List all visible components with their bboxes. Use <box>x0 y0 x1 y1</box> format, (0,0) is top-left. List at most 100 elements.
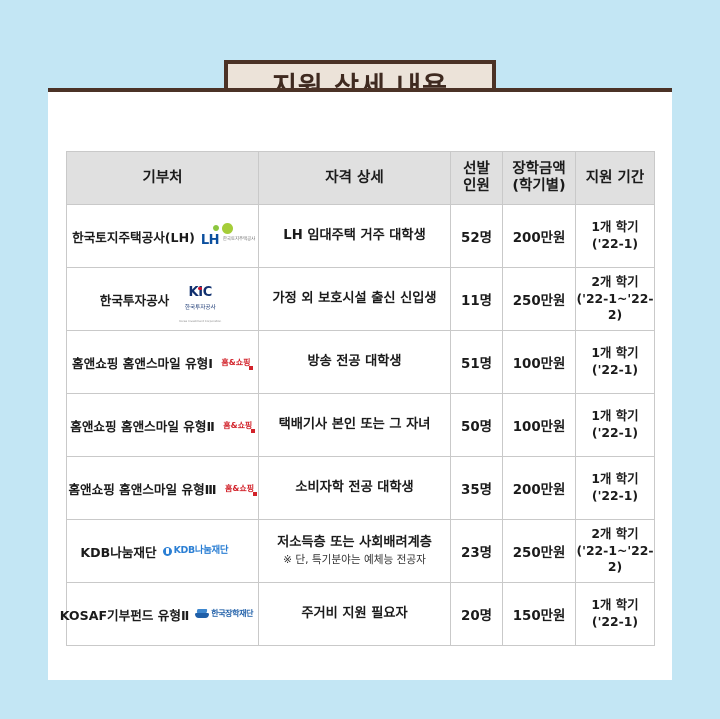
cell-period: 2개 학기 ('22-1~'22-2) <box>575 519 655 583</box>
support-period: 2개 학기 ('22-1~'22-2) <box>576 526 654 576</box>
home-and-shopping-logo-square <box>252 492 257 496</box>
lh-logo-dot-small <box>212 225 219 231</box>
cell-period: 1개 학기 ('22-1) <box>575 456 655 520</box>
lh-logo: LH 한국토지주택공사 <box>200 223 255 249</box>
qualification-note: ※ 단, 특기분야는 예체능 전공자 <box>283 553 426 566</box>
cell-amount: 200만원 <box>502 204 576 268</box>
content-card: 기부처 자격 상세 선발 인원 장학금액 (학기별) 지원 기간 한국토지주택공… <box>48 88 672 680</box>
cell-qualification: 택배기사 본인 또는 그 자녀 <box>258 393 451 457</box>
cell-qualification: 소비자학 전공 대학생 <box>258 456 451 520</box>
support-period: 1개 학기 ('22-1) <box>576 597 654 630</box>
scholarship-amount: 200만원 <box>512 231 566 246</box>
support-period-line2: ('22-1) <box>591 236 639 251</box>
kic-logo: KIC 한국투자공사 Korea Investment Corporation <box>175 285 225 322</box>
kic-logo-subtext-en: Korea Investment Corporation <box>179 319 222 323</box>
column-header-amount-line2: (학기별) <box>512 178 566 194</box>
home-and-shopping-logo: 홈&쇼핑 <box>219 355 253 370</box>
kic-logo-subtext: 한국투자공사 <box>184 305 216 311</box>
support-period-line1: 1개 학기 <box>591 345 639 361</box>
table-row: 홈앤쇼핑 홈앤스마일 유형Ⅰ 홈&쇼핑 방송 전공 대학생 51명 100만원 1개 학기… <box>66 330 655 394</box>
qualification-text: 가정 외 보호시설 출신 신입생 <box>272 290 437 306</box>
qualification-text: 주거비 지원 필요자 <box>301 605 408 621</box>
column-header-count: 선발 인원 <box>450 151 503 205</box>
cell-donor: 홈앤쇼핑 홈앤스마일 유형Ⅱ 홈&쇼핑 <box>66 393 259 457</box>
cell-amount: 250만원 <box>502 519 576 583</box>
kic-logo-dot <box>198 287 202 291</box>
donor-name: KOSAF기부펀드 유형Ⅱ <box>59 607 190 623</box>
column-header-qualification: 자격 상세 <box>258 151 451 205</box>
support-period: 2개 학기 ('22-1~'22-2) <box>576 274 654 324</box>
cell-count: 23명 <box>450 519 503 583</box>
support-period-line1: 1개 학기 <box>591 471 639 487</box>
kosaf-logo: 한국장학재단 <box>195 608 265 620</box>
cell-donor: 홈앤쇼핑 홈앤스마일 유형Ⅲ 홈&쇼핑 <box>66 456 259 520</box>
lh-logo-text: LH <box>200 233 220 248</box>
support-period-line1: 1개 학기 <box>591 219 639 235</box>
cell-donor: 한국토지주택공사(LH) LH 한국토지주택공사 <box>66 204 259 268</box>
table-row: KOSAF기부펀드 유형Ⅱ 한국장학재단 주거비 지원 필요자 20명 150만원 1개 … <box>60 582 655 646</box>
kic-logo-text: KIC <box>188 285 213 300</box>
selection-count: 20명 <box>461 609 492 624</box>
cell-count: 20명 <box>450 582 503 646</box>
support-period: 1개 학기 ('22-1) <box>576 345 654 378</box>
support-period-line1: 1개 학기 <box>591 597 639 613</box>
cell-donor: 한국투자공사 KIC 한국투자공사 Korea Investment Corporat… <box>66 267 259 331</box>
column-header-amount: 장학금액 (학기별) <box>502 151 576 205</box>
support-period: 1개 학기 ('22-1) <box>576 408 654 441</box>
table-row: 홈앤쇼핑 홈앤스마일 유형Ⅱ 홈&쇼핑 택배기사 본인 또는 그 자녀 50명 100만… <box>66 393 655 457</box>
cell-amount: 150만원 <box>502 582 576 646</box>
column-header-amount-line1: 장학금액 <box>512 161 566 178</box>
column-header-donor: 기부처 <box>66 151 259 205</box>
table-body: 한국토지주택공사(LH) LH 한국토지주택공사 LH 임대주택 거주 대학생 52명 2… <box>60 204 655 646</box>
column-header-count-line2: 인원 <box>463 178 490 194</box>
donor-name: 홈앤쇼핑 홈앤스마일 유형Ⅰ <box>72 355 213 371</box>
cell-count: 35명 <box>450 456 503 520</box>
cell-amount: 200만원 <box>502 456 576 520</box>
support-period-line2: ('22-1) <box>591 614 639 629</box>
home-and-shopping-logo-text: 홈&쇼핑 <box>225 484 255 493</box>
selection-count: 35명 <box>461 483 492 498</box>
selection-count: 52명 <box>461 231 492 246</box>
cell-qualification: 가정 외 보호시설 출신 신입생 <box>258 267 451 331</box>
donor-name: 홈앤쇼핑 홈앤스마일 유형Ⅱ <box>70 418 215 434</box>
donor-name: KDB나눔재단 <box>80 544 157 560</box>
table-header-row: 기부처 자격 상세 선발 인원 장학금액 (학기별) 지원 기간 <box>66 151 655 205</box>
selection-count: 50명 <box>461 420 492 435</box>
qualification-text: 택배기사 본인 또는 그 자녀 <box>278 416 431 432</box>
donor-name: 한국투자공사 <box>99 292 170 308</box>
qualification-text: 소비자학 전공 대학생 <box>295 479 414 495</box>
cell-count: 51명 <box>450 330 503 394</box>
selection-count: 51명 <box>461 357 492 372</box>
kdb-logo-mark <box>162 546 172 556</box>
cell-qualification: 저소득층 또는 사회배려계층 ※ 단, 특기분야는 예체능 전공자 <box>258 519 451 583</box>
donor-name: 홈앤쇼핑 홈앤스마일 유형Ⅲ <box>68 481 217 497</box>
cell-amount: 100만원 <box>502 330 576 394</box>
cell-period: 2개 학기 ('22-1~'22-2) <box>575 267 655 331</box>
cell-amount: 100만원 <box>502 393 576 457</box>
support-period-line1: 1개 학기 <box>591 408 639 424</box>
scholarship-amount: 100만원 <box>512 357 566 372</box>
home-and-shopping-logo-square <box>250 429 255 433</box>
scholarship-amount: 250만원 <box>512 294 566 309</box>
home-and-shopping-logo-square <box>248 366 253 370</box>
column-header-count-line1: 선발 <box>463 161 490 178</box>
selection-count: 11명 <box>461 294 492 309</box>
cell-count: 50명 <box>450 393 503 457</box>
kdb-logo-text: KDB나눔재단 <box>173 545 229 557</box>
cell-donor: KOSAF기부펀드 유형Ⅱ 한국장학재단 <box>60 582 259 646</box>
support-period-line1: 2개 학기 <box>591 525 639 541</box>
table-header: 기부처 자격 상세 선발 인원 장학금액 (학기별) 지원 기간 <box>66 151 655 205</box>
table-row: 한국투자공사 KIC 한국투자공사 Korea Investment Corporat… <box>66 267 655 331</box>
kosaf-logo-text: 한국장학재단 <box>211 609 254 618</box>
cell-amount: 250만원 <box>502 267 576 331</box>
lh-logo-dot-large <box>221 223 233 234</box>
scholarship-amount: 100만원 <box>512 420 566 435</box>
scholarship-amount: 250만원 <box>512 546 566 561</box>
support-period: 1개 학기 ('22-1) <box>576 471 654 504</box>
qualification-text: 방송 전공 대학생 <box>307 353 402 369</box>
home-and-shopping-logo: 홈&쇼핑 <box>221 418 255 433</box>
table-row: 홈앤쇼핑 홈앤스마일 유형Ⅲ 홈&쇼핑 소비자학 전공 대학생 35명 200만원 1개 … <box>66 456 655 520</box>
support-period-line2: ('22-1) <box>591 362 639 377</box>
cell-period: 1개 학기 ('22-1) <box>575 393 655 457</box>
cell-period: 1개 학기 ('22-1) <box>575 204 655 268</box>
